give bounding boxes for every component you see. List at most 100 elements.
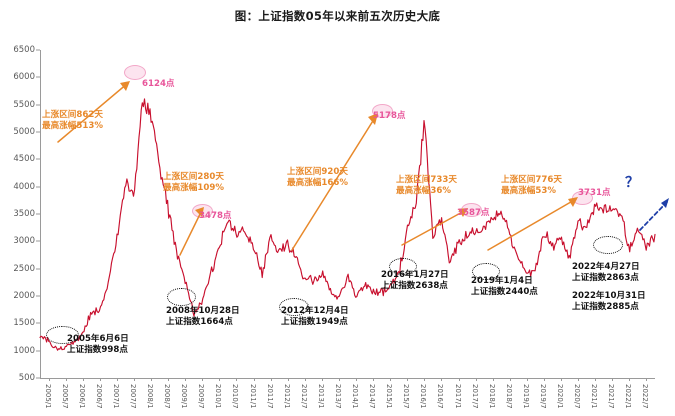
x-tick-label: 2018/1 bbox=[487, 384, 496, 409]
chart-title: 图：上证指数05年以来前五次历史大底 bbox=[234, 9, 441, 23]
x-tick-mark bbox=[270, 378, 272, 381]
x-tick-label: 2015/7 bbox=[402, 384, 411, 409]
x-tick-label: 2007/1 bbox=[111, 384, 120, 409]
bottom-marker-2008 bbox=[167, 288, 196, 306]
rally-arrow-head-2 bbox=[195, 207, 204, 217]
x-tick-mark bbox=[48, 378, 50, 381]
y-tick-mark bbox=[36, 268, 40, 270]
y-tick-label: 5000 bbox=[13, 127, 35, 137]
bottom-annotation-2012-line1: 2012年12月4日 bbox=[281, 306, 349, 316]
bottom-annotation-2022-october-line1: 2022年10月31日 bbox=[572, 291, 646, 301]
rally-annotation-3-line2: 最高涨幅166% bbox=[287, 178, 348, 188]
bottom-annotation-2005: 2005年6月6日 上证指数998点 bbox=[67, 334, 129, 356]
x-tick-mark bbox=[629, 378, 631, 381]
x-tick-mark bbox=[304, 378, 306, 381]
y-tick-label: 1500 bbox=[13, 318, 35, 329]
x-tick-label: 2017/7 bbox=[470, 384, 479, 409]
x-tick-label: 2015/1 bbox=[385, 384, 394, 409]
x-tick-label: 2006/7 bbox=[94, 384, 103, 409]
rally-annotation-4-line2: 最高涨幅36% bbox=[396, 186, 451, 196]
x-tick-label: 2021/7 bbox=[607, 384, 616, 409]
y-tick-label: 5500 bbox=[13, 99, 35, 110]
x-tick-label: 2022/7 bbox=[641, 384, 650, 409]
x-axis-line bbox=[40, 378, 655, 379]
bottom-marker-2005 bbox=[46, 326, 79, 344]
bottom-annotation-2008-line2: 上证指数1664点 bbox=[166, 317, 233, 327]
bottom-annotation-2016-line2: 上证指数2638点 bbox=[381, 281, 448, 291]
x-tick-mark bbox=[202, 378, 204, 381]
x-tick-label: 2011/7 bbox=[265, 384, 274, 409]
bottom-annotation-2012-line2: 上证指数1949点 bbox=[281, 317, 348, 327]
x-tick-mark bbox=[253, 378, 255, 381]
x-tick-mark bbox=[612, 378, 614, 381]
rally-annotation-4-line1: 上涨区间733天 bbox=[396, 175, 457, 185]
y-tick-mark bbox=[36, 377, 40, 379]
x-tick-label: 2008/1 bbox=[146, 384, 155, 409]
x-tick-label: 2013/7 bbox=[333, 384, 342, 409]
rally-annotation-1: 上涨区间862天 最高涨幅513% bbox=[42, 110, 103, 132]
y-tick-label: 6000 bbox=[13, 72, 35, 83]
bottom-annotation-2019-line1: 2019年1月4日 bbox=[471, 276, 533, 286]
x-tick-mark bbox=[543, 378, 545, 381]
bottom-annotation-2019: 2019年1月4日 上证指数2440点 bbox=[471, 276, 538, 298]
x-tick-label: 2014/7 bbox=[368, 384, 377, 409]
x-tick-mark bbox=[373, 378, 375, 381]
shanghai-composite-line bbox=[39, 98, 656, 351]
x-tick-mark bbox=[458, 378, 460, 381]
bottom-annotation-2022-october-line2: 上证指数2885点 bbox=[572, 302, 639, 312]
rally-annotation-1-line2: 最高涨幅513% bbox=[42, 121, 103, 131]
x-tick-mark bbox=[356, 378, 358, 381]
x-tick-mark bbox=[168, 378, 170, 381]
peak-label-2021: 3731点 bbox=[578, 188, 611, 198]
x-tick-mark bbox=[82, 378, 84, 381]
x-tick-label: 2008/7 bbox=[163, 384, 172, 409]
y-tick-mark bbox=[36, 49, 40, 51]
peak-label-2018: 3587点 bbox=[457, 208, 490, 218]
bottom-annotation-2008-line1: 2008年10月28日 bbox=[166, 306, 240, 316]
x-tick-mark bbox=[133, 378, 135, 381]
bottom-marker-2016 bbox=[389, 258, 417, 275]
x-tick-label: 2017/1 bbox=[453, 384, 462, 409]
y-tick-label: 500 bbox=[18, 373, 35, 383]
x-tick-label: 2009/1 bbox=[180, 384, 189, 409]
rally-annotation-5-line1: 上涨区间776天 bbox=[501, 175, 562, 185]
x-tick-label: 2016/7 bbox=[436, 384, 445, 409]
bottom-marker-2019 bbox=[472, 263, 500, 280]
x-tick-mark bbox=[509, 378, 511, 381]
rally-arrow-head-5 bbox=[568, 197, 578, 207]
y-tick-label: 2500 bbox=[13, 263, 35, 274]
y-tick-mark bbox=[36, 158, 40, 160]
y-tick-mark bbox=[36, 240, 40, 242]
x-tick-mark bbox=[219, 378, 221, 381]
y-tick-label: 3000 bbox=[13, 236, 35, 247]
y-tick-mark bbox=[36, 131, 40, 133]
rally-annotation-5: 上涨区间776天 最高涨幅53% bbox=[501, 175, 562, 197]
x-tick-mark bbox=[321, 378, 323, 381]
rally-annotation-2-line1: 上涨区间280天 bbox=[163, 172, 224, 182]
x-tick-label: 2012/1 bbox=[282, 384, 291, 409]
future-projection-arrow bbox=[639, 201, 668, 231]
bottom-annotation-2019-line2: 上证指数2440点 bbox=[471, 287, 538, 297]
x-tick-mark bbox=[236, 378, 238, 381]
x-tick-label: 2013/1 bbox=[316, 384, 325, 409]
bottom-annotation-2016: 2016年1月27日 上证指数2638点 bbox=[381, 270, 449, 292]
peak-marker-2021 bbox=[572, 191, 593, 205]
bottom-annotation-2022-april-line1: 2022年4月27日 bbox=[572, 262, 640, 272]
bottom-marker-2012 bbox=[279, 298, 309, 316]
x-tick-label: 2021/1 bbox=[590, 384, 599, 409]
bottom-annotation-2016-line1: 2016年1月27日 bbox=[381, 270, 449, 280]
y-tick-label: 4000 bbox=[13, 181, 35, 192]
x-tick-label: 2019/1 bbox=[521, 384, 530, 409]
x-tick-label: 2020/7 bbox=[573, 384, 582, 409]
x-tick-mark bbox=[526, 378, 528, 381]
y-tick-mark bbox=[36, 186, 40, 188]
y-tick-mark bbox=[36, 104, 40, 106]
x-tick-mark bbox=[287, 378, 289, 381]
bottom-marker-2022 bbox=[593, 236, 623, 254]
rally-arrow-4 bbox=[401, 209, 467, 246]
rally-arrow-head-1 bbox=[120, 81, 130, 91]
y-tick-label: 4500 bbox=[13, 154, 35, 165]
bottom-annotation-2008: 2008年10月28日 上证指数1664点 bbox=[166, 306, 240, 328]
x-tick-mark bbox=[407, 378, 409, 381]
x-tick-mark bbox=[646, 378, 648, 381]
